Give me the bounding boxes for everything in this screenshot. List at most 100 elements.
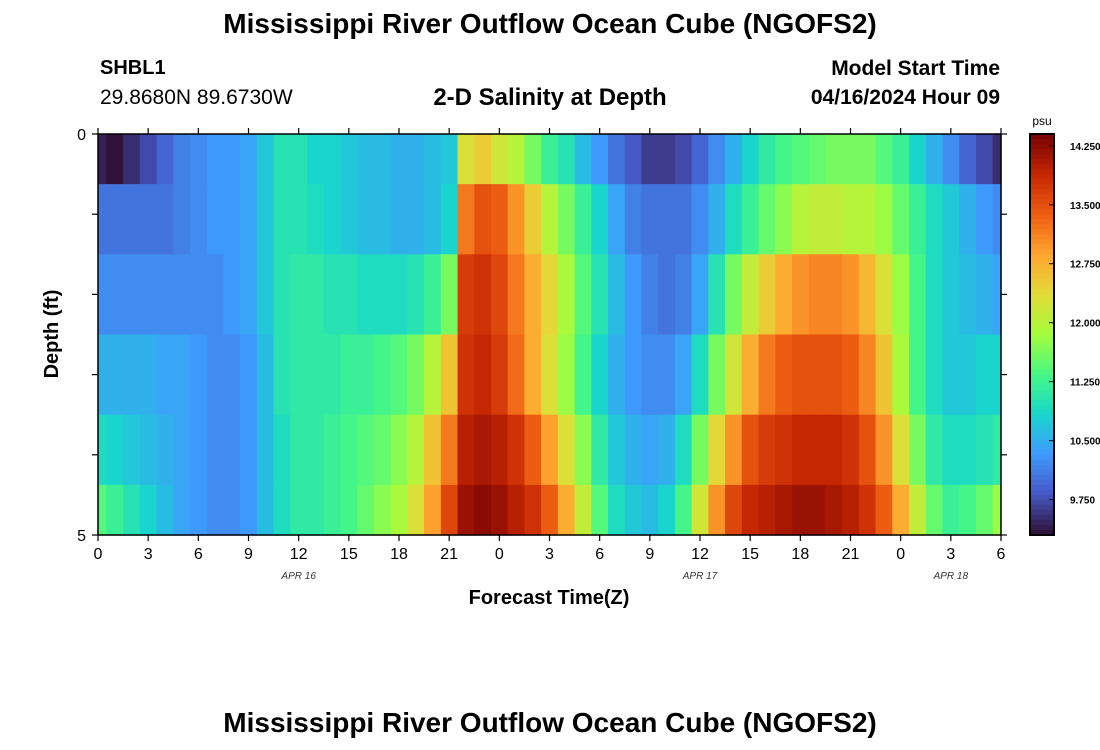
heatmap-cell — [909, 184, 927, 255]
heatmap-cell — [641, 254, 659, 336]
heatmap-cell — [842, 254, 860, 336]
heatmap-cell — [825, 134, 843, 185]
colorbar-segment — [1030, 279, 1054, 285]
colorbar-segment — [1030, 489, 1054, 496]
y-tick-label: 0 — [77, 127, 86, 144]
x-tick-label: 15 — [340, 546, 358, 563]
y-axis-label: Depth (ft) — [41, 290, 63, 379]
heatmap-cell — [741, 484, 760, 536]
heatmap-cell — [708, 254, 726, 336]
x-tick-label: 3 — [946, 546, 955, 563]
heatmap-cell — [708, 134, 726, 185]
heatmap-cell — [223, 254, 241, 336]
heatmap-cell — [139, 184, 158, 255]
heatmap-cell — [758, 184, 776, 255]
heatmap-cell — [357, 134, 375, 185]
colorbar-segment — [1030, 414, 1054, 421]
heatmap-cell — [98, 254, 107, 336]
heatmap-cell — [557, 184, 576, 255]
heatmap-cell — [206, 184, 225, 255]
heatmap-cell — [440, 134, 459, 185]
heatmap-cell — [390, 484, 408, 536]
x-tick-label: 9 — [645, 546, 654, 563]
colorbar-segment — [1030, 439, 1054, 446]
heatmap-cell — [608, 414, 626, 486]
colorbar-tick-label: 13.500 — [1070, 201, 1100, 212]
heatmap-cell — [942, 134, 960, 185]
heatmap-cell — [674, 334, 693, 416]
colorbar-segment — [1030, 499, 1054, 506]
heatmap-cell — [909, 414, 927, 486]
heatmap-cell — [357, 334, 375, 416]
heatmap-cell — [557, 484, 576, 536]
colorbar-segment — [1030, 449, 1054, 456]
colorbar-segment — [1030, 394, 1054, 401]
heatmap-cell — [591, 484, 609, 536]
heatmap-cell — [156, 184, 174, 255]
colorbar-segment — [1030, 304, 1054, 311]
colorbar-segment — [1030, 249, 1054, 255]
colorbar-segment — [1030, 154, 1054, 160]
x-tick-label: 9 — [244, 546, 253, 563]
heatmap-cell — [106, 334, 124, 416]
heatmap-cell — [775, 484, 793, 536]
colorbar-segment — [1030, 434, 1054, 441]
x-tick-label: 18 — [390, 546, 408, 563]
heatmap-cell — [858, 134, 877, 185]
colorbar-segment — [1030, 429, 1054, 436]
heatmap-cell — [98, 184, 107, 255]
heatmap-cell — [340, 414, 358, 486]
colorbar-segment — [1030, 354, 1054, 361]
heatmap-cell — [674, 414, 693, 486]
heatmap-cell — [624, 484, 643, 536]
colorbar-frame — [1029, 133, 1055, 536]
colorbar-segment — [1030, 504, 1054, 511]
heatmap-cell — [524, 484, 542, 536]
heatmap-cell — [240, 134, 258, 185]
heatmap-cell — [858, 484, 877, 536]
station-coordinates: 29.8680N 89.6730W — [100, 86, 293, 109]
colorbar-segment — [1030, 324, 1054, 331]
heatmap-cell — [557, 134, 576, 185]
heatmap-cell — [490, 414, 509, 486]
x-tick-label: 21 — [842, 546, 860, 563]
heatmap-cell — [474, 484, 492, 536]
heatmap-cell — [992, 134, 1002, 185]
heatmap-cell — [842, 414, 860, 486]
heatmap-cell — [507, 184, 526, 255]
heatmap-cell — [240, 334, 258, 416]
x-tick-label: 0 — [896, 546, 905, 563]
heatmap-cell — [791, 414, 810, 486]
heatmap-cell — [373, 484, 392, 536]
colorbar-segment — [1030, 519, 1054, 526]
heatmap-cell — [373, 184, 392, 255]
colorbar-segment — [1030, 224, 1054, 230]
heatmap-cell — [541, 414, 559, 486]
heatmap-cell — [189, 414, 208, 486]
heatmap-cell — [474, 254, 492, 336]
heatmap-cell — [256, 334, 275, 416]
heatmap-cell — [942, 334, 960, 416]
heatmap-cell — [290, 414, 308, 486]
chart-subtitle: 2-D Salinity at Depth — [433, 84, 667, 111]
colorbar-segment — [1030, 344, 1054, 351]
heatmap-cell — [992, 414, 1002, 486]
heatmap-cell — [524, 184, 542, 255]
heatmap-cell — [741, 184, 760, 255]
colorbar-segment — [1030, 159, 1054, 165]
heatmap-cell — [424, 254, 442, 336]
heatmap-cell — [189, 134, 208, 185]
colorbar-segment — [1030, 339, 1054, 346]
date-label: APR 16 — [280, 571, 316, 582]
x-tick-label: 0 — [495, 546, 504, 563]
heatmap-cell — [256, 414, 275, 486]
colorbar-segment — [1030, 374, 1054, 381]
heatmap-cell — [557, 254, 576, 336]
heatmap-cell — [307, 134, 325, 185]
heatmap-cell — [775, 414, 793, 486]
colorbar-segment — [1030, 474, 1054, 481]
heatmap-cell — [490, 254, 509, 336]
heatmap-cell — [658, 414, 676, 486]
colorbar-segment — [1030, 409, 1054, 416]
